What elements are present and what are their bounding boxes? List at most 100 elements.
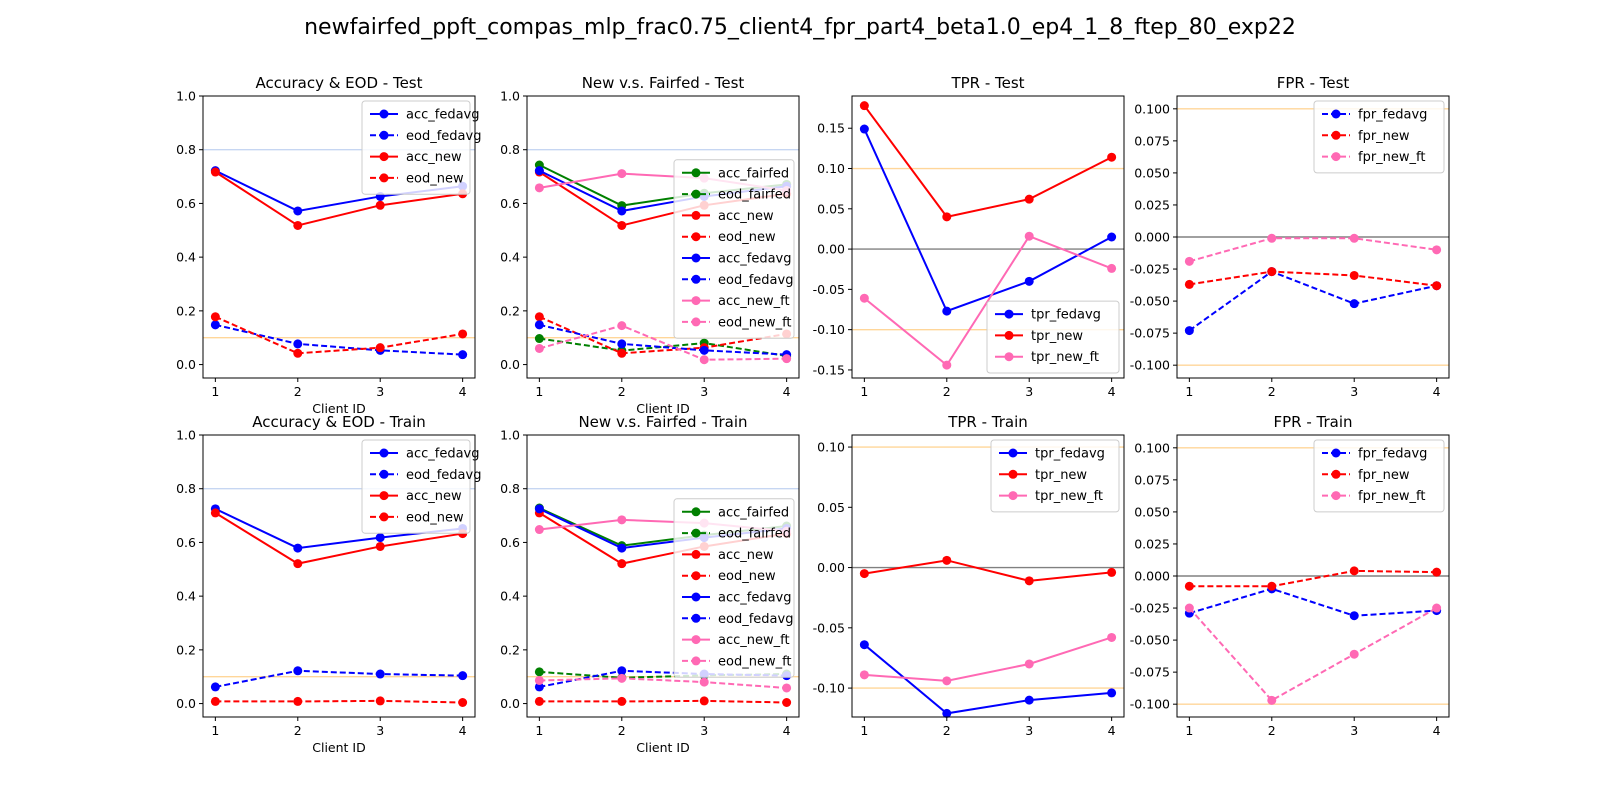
x-tick-label: 1 — [535, 384, 543, 399]
panel-8: 1 2 3 4 0.100 0.075 0.050 0.025 0.000 -0.025 -0.05… — [1130, 413, 1450, 738]
legend-marker — [379, 130, 389, 140]
x-tick-label: 2 — [294, 723, 302, 738]
panels: 1 2 3 4 0.0 0.2 0.4 0.6 0.8 1.0 Accuracy & EOD - T… — [176, 74, 1450, 755]
y-tick-label: 0.4 — [176, 589, 196, 604]
axes-frame — [202, 434, 476, 718]
legend-frame — [986, 300, 1120, 374]
data-point-eod_fedavg — [617, 666, 627, 676]
legend-label: acc_new — [406, 489, 462, 504]
legend-marker — [1004, 330, 1014, 340]
data-point-fpr_fedavg — [1349, 299, 1359, 309]
axes-frame — [202, 95, 476, 379]
y-tick-label: 0.8 — [176, 142, 196, 157]
series-line-tpr_new_ft — [863, 234, 1113, 367]
y-tick-label: 0.05 — [817, 201, 845, 216]
data-point-fpr_new_ft — [1432, 603, 1442, 613]
data-point-eod_new — [617, 696, 627, 706]
data-point-eod_fedavg — [534, 682, 544, 692]
y-tick-label: -0.050 — [1130, 294, 1170, 309]
data-point-fpr_fedavg — [1349, 611, 1359, 621]
y-tick-label: 0.0 — [176, 696, 196, 711]
data-point-tpr_new — [1024, 576, 1034, 586]
legend-marker — [691, 571, 701, 581]
data-point-fpr_new_ft — [1432, 245, 1442, 255]
panel-title: TPR - Train — [947, 413, 1028, 431]
legend-frame — [1313, 100, 1445, 174]
data-point-eod_new_ft — [617, 321, 627, 331]
legend-label: fpr_new_ft — [1358, 150, 1426, 165]
data-point-tpr_new_ft — [1024, 231, 1034, 241]
y-tick-label: 0.2 — [176, 642, 196, 657]
series-line-eod_fedavg — [215, 323, 463, 356]
data-point-acc_new — [210, 508, 220, 518]
data-point-eod_fedavg — [458, 671, 468, 681]
data-point-eod_fedavg — [699, 345, 709, 355]
series-line-tpr_fedavg — [863, 643, 1112, 715]
data-point-eod_fedavg — [210, 682, 220, 692]
x-axis-label: Client ID — [312, 740, 365, 755]
data-point-eod_fedavg — [375, 669, 385, 679]
data-point-acc_fedavg — [375, 533, 385, 543]
data-point-acc_fedavg — [293, 206, 303, 216]
x-tick-label: 3 — [700, 384, 708, 399]
x-tick-label: 1 — [211, 723, 219, 738]
y-tick-label: 0.025 — [1134, 197, 1170, 212]
panel-5: 1 2 3 4 0.0 0.2 0.4 0.6 0.8 1.0 Accuracy & EOD - T… — [176, 413, 481, 755]
data-point-fpr_new — [1184, 581, 1194, 591]
y-tick-label: 0.0 — [500, 696, 520, 711]
legend-label: tpr_fedavg — [1035, 447, 1105, 462]
data-point-tpr_new_ft — [859, 670, 869, 680]
legend-marker — [691, 528, 701, 538]
legend-frame — [990, 439, 1120, 513]
legend: tpr_fedavg tpr_new tpr_new_ft — [986, 300, 1120, 374]
legend-label: acc_new — [718, 548, 774, 563]
x-tick-label: 1 — [1185, 384, 1193, 399]
y-tick-label: 0.6 — [176, 196, 196, 211]
data-point-acc_new — [375, 541, 385, 551]
y-tick-label: 0.100 — [1134, 101, 1170, 116]
legend-marker — [1331, 152, 1341, 162]
series-line-fpr_fedavg — [1189, 587, 1437, 617]
series-line-fpr_fedavg — [1188, 270, 1437, 332]
x-tick-label: 4 — [783, 384, 791, 399]
y-tick-label: -0.075 — [1130, 665, 1170, 680]
data-point-tpr_new — [1024, 194, 1034, 204]
x-tick-label: 1 — [1185, 723, 1193, 738]
y-tick-label: -0.10 — [813, 322, 845, 337]
data-point-eod_new — [210, 696, 220, 706]
y-tick-label: 0.15 — [817, 121, 845, 136]
legend-label: tpr_new_ft — [1035, 489, 1103, 504]
data-point-tpr_fedavg — [1107, 232, 1117, 242]
legend-marker — [379, 152, 389, 162]
x-axis-label: Client ID — [636, 401, 689, 416]
data-point-eod_new — [699, 696, 709, 706]
legend-frame — [673, 159, 795, 339]
data-point-acc_new — [210, 167, 220, 177]
data-point-eod_new — [375, 696, 385, 706]
data-point-tpr_fedavg — [1107, 688, 1117, 698]
panel-title: FPR - Test — [1277, 74, 1350, 92]
data-point-tpr_new — [859, 101, 869, 111]
series-line-eod_fedavg — [215, 669, 463, 688]
x-tick-label: 1 — [860, 384, 868, 399]
legend-marker — [691, 168, 701, 178]
y-tick-label: 0.075 — [1134, 133, 1170, 148]
y-tick-label: -0.025 — [1130, 262, 1170, 277]
series-line-acc_new — [214, 171, 463, 227]
legend-frame — [1313, 439, 1445, 513]
y-tick-label: 0.4 — [500, 589, 520, 604]
panel-title: TPR - Test — [950, 74, 1024, 92]
legend-marker — [379, 469, 389, 479]
legend-marker — [379, 448, 389, 458]
x-tick-label: 2 — [618, 384, 626, 399]
x-tick-label: 1 — [535, 723, 543, 738]
panel-title: FPR - Train — [1273, 413, 1352, 431]
x-tick-label: 3 — [1025, 723, 1033, 738]
data-point-eod_new — [782, 697, 792, 707]
panel-title: Accuracy & EOD - Train — [252, 413, 426, 431]
y-tick-label: 0.05 — [817, 500, 845, 515]
legend-marker — [1331, 109, 1341, 119]
data-point-eod_new_ft — [782, 354, 792, 364]
series-line-eod_new — [215, 699, 463, 704]
